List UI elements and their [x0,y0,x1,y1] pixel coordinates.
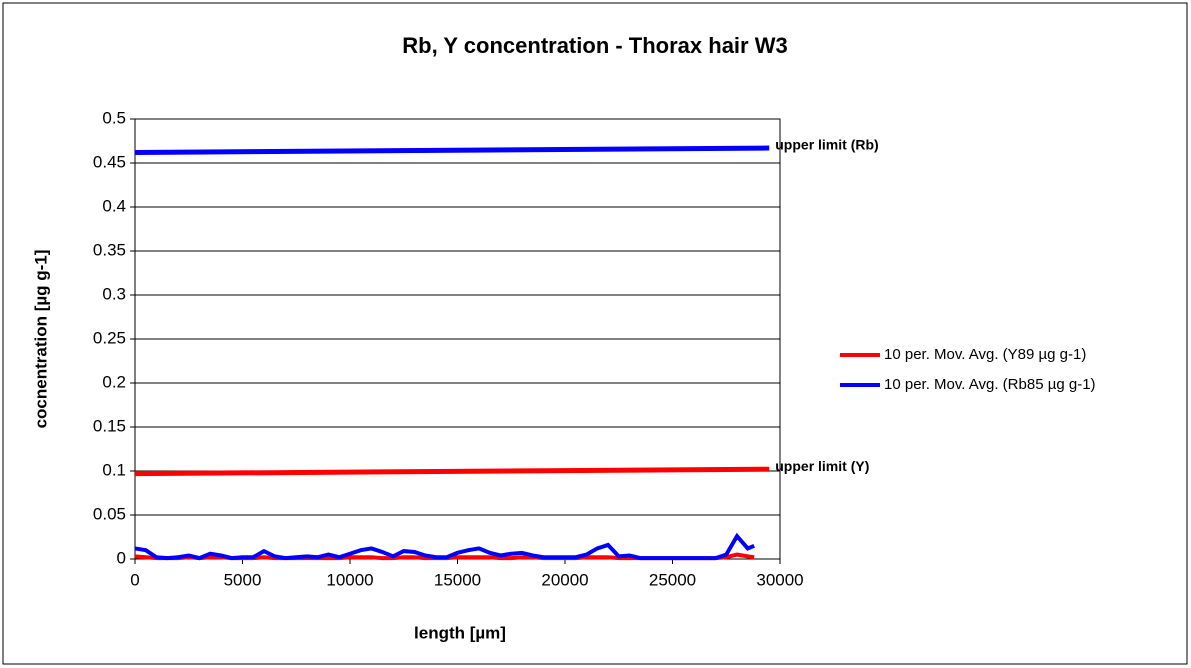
y-tick-label: 0.35 [93,240,126,259]
y-tick-label: 0.5 [102,108,126,127]
limit-line [134,466,770,477]
y-tick-label: 0.45 [93,152,126,171]
x-tick-label: 0 [130,570,139,589]
x-axis-label: length [µm] [414,623,506,642]
limit-line [134,145,770,155]
x-tick-label: 20000 [541,570,588,589]
annotation: upper limit (Rb) [775,137,878,153]
x-tick-label: 25000 [649,570,696,589]
x-tick-label: 15000 [434,570,481,589]
data-line [134,532,755,561]
x-tick-label: 30000 [756,570,803,589]
y-tick-label: 0.4 [102,196,126,215]
legend-label: 10 per. Mov. Avg. (Rb85 µg g-1) [884,376,1096,393]
y-tick-label: 0 [117,548,126,567]
legend-label: 10 per. Mov. Avg. (Y89 µg g-1) [884,346,1086,363]
x-tick-label: 10000 [326,570,373,589]
y-axis-label: cocnentration [µg g-1] [31,250,50,429]
x-tick-label: 5000 [224,570,262,589]
annotation: upper limit (Y) [775,458,869,474]
y-tick-label: 0.3 [102,284,126,303]
y-tick-label: 0.1 [102,460,126,479]
y-tick-label: 0.15 [93,416,126,435]
y-tick-label: 0.25 [93,328,126,347]
y-tick-label: 0.2 [102,372,126,391]
chart-title: Rb, Y concentration - Thorax hair W3 [402,33,787,58]
y-tick-label: 0.05 [93,504,126,523]
